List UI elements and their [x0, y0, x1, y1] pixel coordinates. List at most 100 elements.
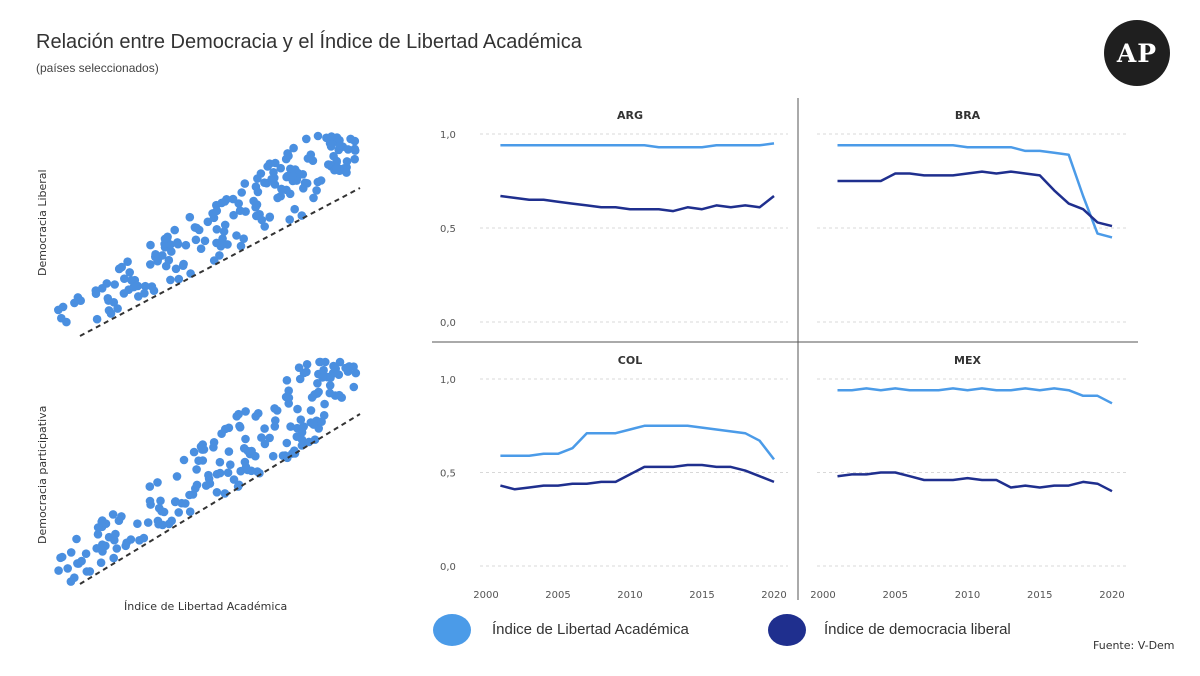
y-tick-label: 0,0	[440, 318, 456, 329]
scatter-point	[306, 406, 316, 415]
scatter-point	[179, 259, 188, 269]
scatter-point	[126, 535, 136, 544]
scatter-point	[236, 241, 246, 251]
scatter-point	[173, 238, 182, 247]
scatter-point	[312, 186, 321, 195]
scatter-point	[127, 276, 136, 285]
scatter-point	[203, 217, 213, 227]
scatter-point	[241, 434, 250, 444]
scatter-point	[304, 437, 314, 447]
scatter-point	[346, 134, 355, 144]
scatter-point	[170, 497, 180, 507]
scatter-point	[284, 386, 294, 396]
scatter-point	[332, 163, 341, 173]
scatter-point	[257, 215, 267, 225]
scatter-point	[172, 472, 182, 481]
scatter-point	[96, 558, 106, 567]
scatter-point	[288, 171, 298, 180]
scatter-point	[200, 236, 210, 246]
scatter-point	[63, 564, 72, 573]
series-line-academic	[500, 424, 775, 461]
scatter-point	[313, 131, 323, 141]
scatter-point	[269, 168, 278, 177]
scatter-point	[302, 367, 311, 377]
scatter-point	[265, 159, 275, 168]
scatter-point	[209, 256, 219, 265]
scatter-point	[215, 468, 225, 478]
panel-title: COL	[618, 354, 642, 367]
source-note: Fuente: V-Dem	[1093, 639, 1175, 652]
scatter-point	[302, 360, 312, 369]
scatter-point	[106, 309, 116, 318]
scatter-point	[97, 284, 107, 293]
x-tick-label: 2010	[955, 590, 980, 601]
scatter-point	[257, 433, 266, 442]
ap-logo: AP	[1104, 20, 1170, 86]
scatter-point	[196, 244, 206, 253]
scatter-point	[57, 552, 67, 562]
scatter-point	[181, 240, 191, 250]
scatter-point	[156, 496, 165, 506]
legend-swatch-liberal	[768, 614, 806, 646]
scatter-point	[121, 541, 130, 551]
scatter-point	[282, 376, 292, 385]
scatter-point	[66, 548, 76, 557]
scatter-point	[285, 215, 295, 224]
scatter-point	[164, 255, 174, 265]
series-line-academic	[837, 144, 1113, 239]
chart-subtitle: (países seleccionados)	[36, 61, 159, 75]
scatter-point	[260, 222, 270, 231]
scatter-point	[145, 482, 155, 491]
scatter-point	[290, 446, 299, 456]
scatter-point	[72, 534, 81, 544]
scatter-point	[341, 363, 350, 373]
scatter-point	[171, 264, 181, 274]
series-line-liberal	[837, 471, 1113, 493]
scatter-point	[292, 432, 302, 442]
scatter-point	[192, 480, 202, 490]
series-line-liberal	[837, 170, 1113, 228]
scatter-point	[123, 257, 132, 267]
scatter-point	[192, 465, 201, 474]
scatter-point	[113, 304, 122, 313]
scatter-point	[268, 451, 278, 461]
series-line-academic	[837, 387, 1113, 405]
scatter-point	[295, 374, 305, 384]
x-tick-label: 2015	[1027, 590, 1052, 601]
scatter-point	[251, 182, 261, 191]
series-line-liberal	[500, 194, 775, 213]
scatter-point	[219, 227, 229, 236]
y-tick-label: 1,0	[440, 375, 456, 386]
scatter-trendline	[79, 413, 361, 585]
scatter-point	[110, 280, 119, 289]
scatter-point	[273, 193, 282, 203]
scatter-point	[286, 422, 295, 431]
scatter-trendline	[79, 187, 361, 337]
scatter-point	[232, 231, 241, 240]
scatter-point	[62, 317, 71, 327]
scatter-point	[174, 274, 184, 284]
scatter-point	[129, 282, 139, 292]
scatter-point	[240, 457, 250, 467]
scatter-point	[216, 241, 226, 250]
scatter-point	[350, 154, 360, 164]
scatter-point	[143, 518, 153, 527]
scatter-point	[146, 240, 155, 250]
legend-label-liberal: Índice de democracia liberal	[824, 621, 1011, 638]
scatter-point	[209, 438, 219, 447]
scatter-point	[97, 517, 106, 527]
scatter-point	[158, 251, 167, 260]
scatter-point	[236, 466, 245, 476]
scatter-point	[243, 446, 253, 456]
scatter-point	[327, 132, 336, 141]
legend-swatch-academic	[433, 614, 471, 646]
scatter-point	[198, 445, 207, 454]
scatter-point	[235, 421, 244, 431]
scatter-point	[141, 281, 150, 291]
scatter-point	[140, 289, 149, 298]
scatter-point	[306, 150, 316, 159]
scatter-point	[277, 184, 286, 194]
scatter-point	[185, 507, 195, 516]
series-line-liberal	[500, 463, 775, 491]
scatter-point	[221, 424, 230, 434]
